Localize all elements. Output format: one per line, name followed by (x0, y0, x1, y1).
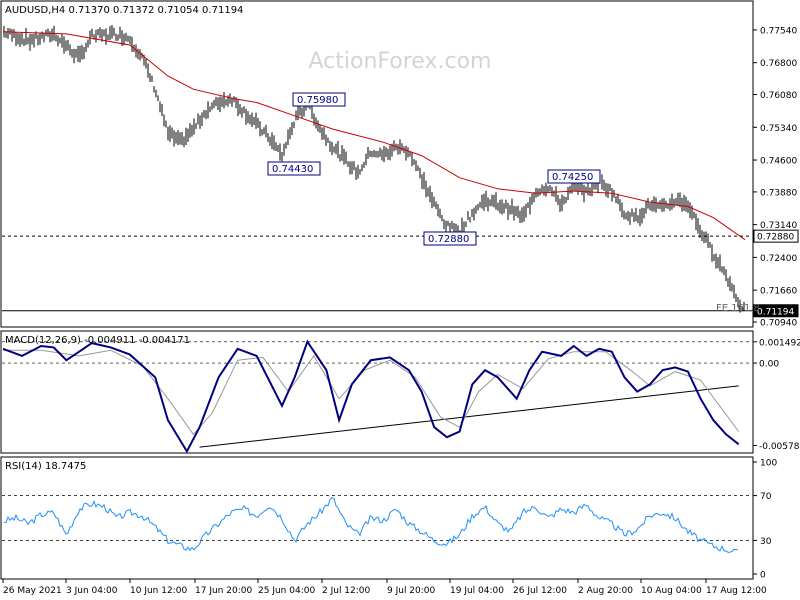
price-candles (3, 25, 745, 313)
annotation-label: 0.74430 (272, 164, 313, 175)
macd-reference-lines (2, 341, 752, 364)
fe-label: FE 161.8 (716, 303, 760, 314)
rsi-y-axis: 100 70 30 0 (753, 459, 777, 581)
annotation-label: 0.75980 (297, 95, 338, 106)
macd-line (2, 339, 740, 454)
x-tick-label: 3 Jun 04:00 (66, 586, 118, 596)
x-tick-label: 19 Jul 04:00 (450, 586, 504, 596)
x-tick-label: 26 May 2021 (3, 586, 62, 596)
macd-tick-label: -0.005784 (759, 442, 800, 452)
x-tick-label: 17 Aug 12:00 (706, 586, 767, 596)
moving-average-line (2, 31, 746, 241)
macd-panel: 0.001492 0.00 -0.005784 MACD(12,26,9) -0.0… (0, 330, 800, 454)
price-reference-lines (2, 235, 752, 312)
current-price-label: 0.71194 (757, 307, 794, 317)
price-annotations: 0.75980 0.74430 0.72880 0.74250 (267, 92, 601, 246)
price-tick-label: 0.76080 (760, 91, 797, 101)
support-price-box (753, 229, 799, 243)
x-tick-label: 17 Jun 20:00 (195, 586, 252, 596)
annotation-box (292, 92, 346, 107)
macd-trendline (199, 385, 739, 448)
current-price-box (753, 304, 799, 318)
x-tick-label: 9 Jul 20:00 (387, 586, 436, 596)
macd-tick-label: 0.00 (759, 360, 779, 370)
price-tick-label: 0.74600 (760, 157, 797, 167)
rsi-line (3, 497, 739, 553)
annotation-label: 0.72880 (428, 234, 469, 245)
price-header: AUDUSD,H4 0.71370 0.71372 0.71054 0.7119… (5, 5, 243, 16)
macd-header: MACD(12,26,9) -0.004911 -0.004171 (5, 335, 190, 346)
price-panel-frame (0, 0, 754, 328)
macd-tick-label: 0.001492 (759, 338, 800, 348)
support-price-label: 0.72880 (757, 233, 794, 243)
annotation-box (547, 169, 601, 184)
rsi-tick-label: 30 (760, 537, 772, 547)
signal-line (3, 349, 740, 436)
price-tick-label: 0.73140 (760, 221, 797, 231)
rsi-header: RSI(14) 18.7475 (5, 461, 86, 472)
annotation-box (267, 161, 321, 176)
price-tick-label: 0.76800 (760, 59, 797, 69)
watermark: ActionForex.com (309, 49, 492, 74)
macd-panel-frame (0, 330, 754, 454)
x-axis: 26 May 2021 3 Jun 04:00 10 Jun 12:00 17 Jun… (2, 579, 767, 596)
x-tick-label: 26 Jul 12:00 (513, 586, 567, 596)
price-y-axis: 0.77540 0.76800 0.76080 0.75340 0.74600 0.738… (753, 26, 799, 329)
price-tick-label: 0.77540 (760, 26, 797, 36)
x-tick-label: 2 Aug 20:00 (578, 586, 633, 596)
price-tick-label: 0.75340 (760, 124, 797, 134)
rsi-panel: 100 70 30 0 RSI(14) 18.7475 (0, 456, 777, 581)
price-tick-label: 0.70940 (760, 319, 797, 329)
rsi-tick-label: 70 (760, 492, 772, 502)
annotation-label: 0.74250 (552, 172, 593, 183)
macd-y-axis: 0.001492 0.00 -0.005784 (753, 338, 800, 452)
price-panel: ActionForex.com 0.759800.744300.728800.7… (0, 0, 799, 329)
price-tick-label: 0.72400 (760, 254, 797, 264)
x-tick-label: 10 Jun 12:00 (130, 586, 187, 596)
annotation-box (423, 231, 477, 246)
x-tick-label: 2 Jul 12:00 (322, 586, 371, 596)
rsi-reference-lines (2, 495, 752, 541)
x-tick-label: 25 Jun 04:00 (258, 586, 315, 596)
price-tick-label: 0.73880 (760, 188, 797, 198)
rsi-tick-label: 100 (760, 459, 777, 469)
x-tick-label: 10 Aug 04:00 (641, 586, 702, 596)
price-tick-label: 0.71660 (760, 287, 797, 297)
rsi-tick-label: 0 (760, 571, 766, 581)
